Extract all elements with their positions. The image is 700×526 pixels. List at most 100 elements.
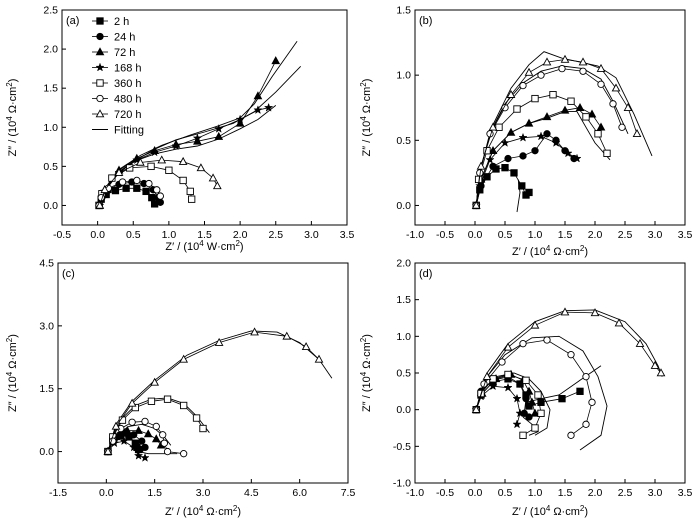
- data-point: [558, 64, 566, 73]
- x-tick-label: 2.5: [618, 487, 633, 499]
- x-tick-label: 1.5: [197, 229, 212, 241]
- y-axis-label: Z″ / (104 Ω·cm2): [5, 79, 20, 157]
- panel-label: (d): [419, 268, 432, 280]
- data-point: [314, 354, 324, 363]
- series-720h: [471, 54, 642, 209]
- data-point: [133, 184, 141, 192]
- data-point: [623, 102, 633, 111]
- data-point: [536, 131, 546, 141]
- data-point: [515, 408, 525, 418]
- y-tick-label: 1.5: [43, 83, 58, 95]
- y-axis-label: Z″ / (104 Ω·cm2): [359, 334, 374, 412]
- data-point: [522, 395, 530, 403]
- panel-label: (b): [419, 15, 432, 27]
- data-point: [138, 437, 146, 445]
- data-point: [504, 370, 512, 379]
- x-tick-label: 2.0: [233, 229, 248, 241]
- y-tick-label: 1.0: [396, 70, 411, 82]
- x-tick-label: -1.0: [406, 487, 424, 499]
- y-tick-label: 4.5: [39, 258, 54, 270]
- series-480h: [472, 64, 626, 210]
- data-point: [235, 118, 245, 127]
- legend-entry: 168 h: [114, 63, 142, 75]
- data-point: [513, 105, 521, 113]
- data-point: [587, 109, 597, 118]
- x-tick-label: 0.5: [498, 487, 513, 499]
- data-point: [543, 336, 551, 344]
- y-tick-label: 0.0: [396, 200, 411, 212]
- data-point: [519, 81, 527, 90]
- x-tick-label: 1.0: [162, 229, 177, 241]
- data-point: [582, 420, 590, 428]
- data-point: [482, 371, 492, 380]
- data-point: [500, 137, 510, 147]
- series-line: [107, 420, 184, 455]
- data-point: [271, 56, 281, 65]
- series-line: [475, 107, 602, 206]
- series-360h: [472, 91, 611, 210]
- data-point: [590, 308, 600, 317]
- x-axis-label: Z′ / (104 W·cm2): [165, 239, 243, 254]
- data-point: [122, 425, 132, 434]
- data-point: [212, 181, 222, 190]
- data-point: [531, 424, 539, 432]
- data-point: [551, 137, 561, 147]
- data-point: [525, 413, 533, 421]
- x-tick-label: 1.5: [558, 487, 573, 499]
- y-tick-label: 0.5: [396, 368, 411, 380]
- data-point: [488, 122, 498, 131]
- x-tick-label: 2.0: [588, 229, 603, 241]
- data-point: [147, 397, 156, 405]
- x-tick-label: 3.0: [304, 229, 319, 241]
- data-point: [504, 154, 512, 163]
- data-point: [133, 176, 141, 185]
- data-point: [165, 166, 173, 174]
- data-point: [156, 198, 164, 206]
- data-point: [510, 169, 518, 177]
- data-point: [537, 71, 545, 79]
- panel-d: -1.0 -0.5 0.0 0.5 1.0 1.5 2.0 2.5 3.0 3.5 -1.0 -0.5…: [359, 258, 693, 519]
- data-point: [537, 398, 545, 406]
- data-point: [542, 57, 552, 66]
- series-720h: [95, 155, 222, 209]
- x-tick-label: 4.5: [244, 487, 259, 499]
- data-point: [475, 180, 485, 190]
- y-tick-label: 1.5: [396, 5, 411, 17]
- data-point: [95, 200, 105, 209]
- data-point: [512, 419, 522, 429]
- data-point: [635, 338, 645, 347]
- data-point: [632, 129, 642, 138]
- data-point: [618, 123, 626, 131]
- fitting-curve: [475, 65, 629, 206]
- data-point: [549, 91, 557, 99]
- y-tick-label: 2.0: [396, 258, 411, 270]
- data-point: [179, 354, 189, 363]
- plot-frame: [414, 9, 686, 226]
- y-tick-label: 2.5: [43, 5, 58, 17]
- y-tick-label: 0.0: [39, 446, 54, 458]
- data-point: [588, 398, 596, 406]
- data-point: [594, 130, 602, 138]
- data-point: [145, 179, 153, 188]
- legend-entry: Fitting: [114, 125, 144, 137]
- y-tick-label: 0.0: [396, 404, 411, 416]
- data-point: [503, 342, 513, 351]
- data-point: [122, 184, 130, 192]
- x-tick-label: -0.5: [436, 229, 454, 241]
- data-point: [498, 358, 506, 366]
- data-point: [524, 386, 534, 395]
- data-point: [596, 122, 606, 131]
- data-point: [199, 424, 207, 433]
- x-tick-label: -0.5: [436, 487, 454, 499]
- x-tick-label: 3.5: [678, 487, 693, 499]
- data-point: [519, 431, 527, 439]
- data-point: [501, 164, 509, 172]
- x-tick-label: 1.5: [147, 487, 162, 499]
- data-point: [560, 307, 570, 316]
- series-line: [475, 311, 662, 410]
- legend-marker: [95, 62, 105, 72]
- data-point: [263, 102, 274, 112]
- legend-marker: [96, 32, 104, 41]
- data-point: [171, 141, 181, 151]
- data-point: [129, 442, 139, 452]
